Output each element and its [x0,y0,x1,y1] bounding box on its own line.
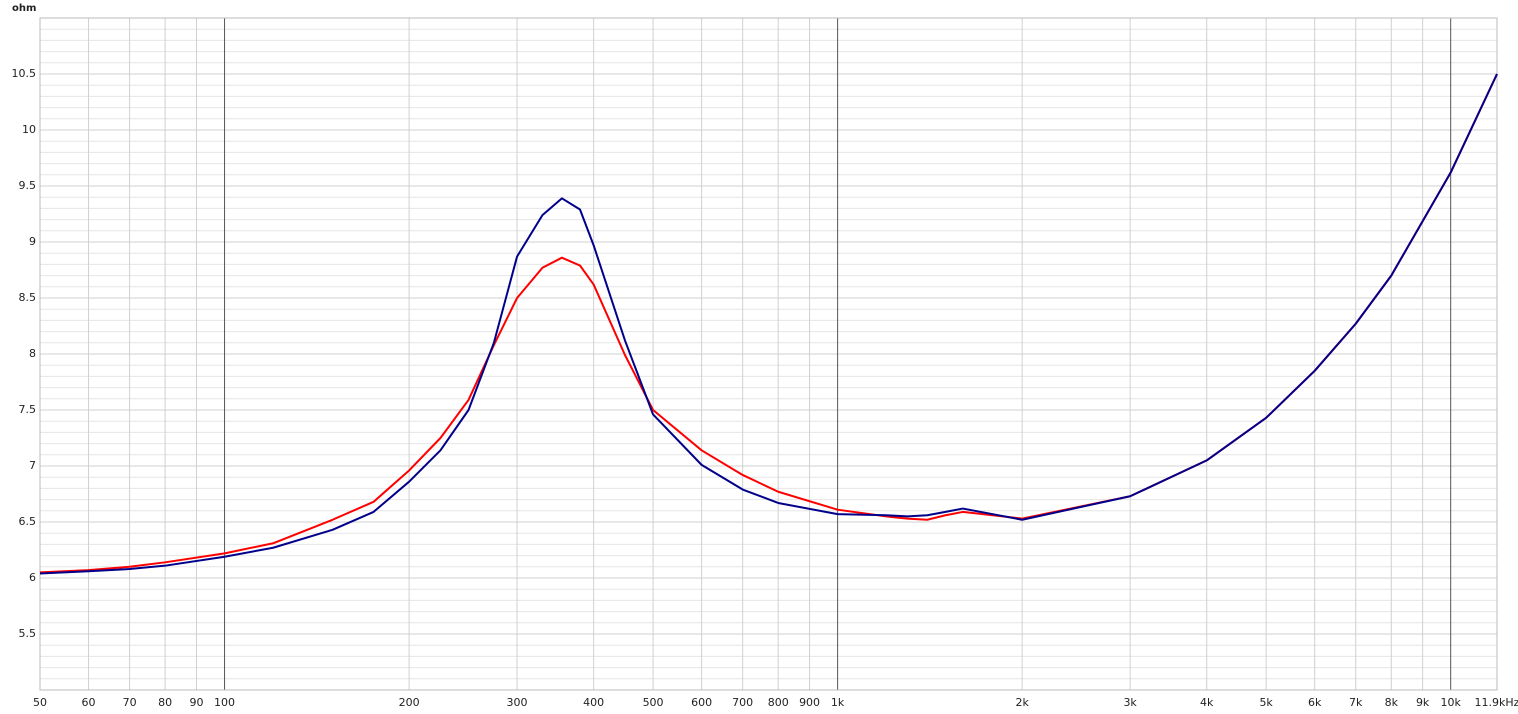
y-tick-label: 6.5 [19,515,37,528]
y-tick-label: 5.5 [19,627,37,640]
plot-frame [39,17,1498,691]
y-tick-label: 10.5 [12,67,37,80]
x-tick-label: 4k [1200,696,1214,709]
y-tick-label: 6 [29,571,36,584]
x-tick-label: 5k [1259,696,1273,709]
y-tick-label: 9 [29,235,36,248]
y-tick-label: 7.5 [19,403,37,416]
x-tick-label: 6k [1308,696,1322,709]
x-tick-label: 90 [189,696,203,709]
y-axis-label: ohm [12,3,36,14]
x-tick-label: 200 [399,696,420,709]
x-tick-label: 9k [1416,696,1430,709]
x-tick-label: 900 [799,696,820,709]
x-tick-label: 80 [158,696,172,709]
x-tick-label: 7k [1349,696,1363,709]
y-tick-label: 8.5 [19,291,37,304]
x-tick-label: 300 [507,696,528,709]
x-tick-label: 10k [1440,696,1461,709]
impedance-line [39,73,1498,575]
x-tick-label: 100 [214,696,235,709]
x-tick-label: 60 [82,696,96,709]
y-tick-label: 8 [29,347,36,360]
x-tick-label: 1k [831,696,845,709]
x-tick-label: 2k [1015,696,1029,709]
y-tick-label: 9.5 [19,179,37,192]
x-tick-label: 600 [691,696,712,709]
x-tick-label: 500 [643,696,664,709]
x-tick-label: 3k [1123,696,1137,709]
impedance-line [39,73,1498,574]
x-tick-label: 11.9kHz [1475,696,1518,709]
x-tick-label: 8k [1385,696,1399,709]
x-tick-label: 70 [123,696,137,709]
x-tick-label: 50 [33,696,47,709]
y-tick-label: 10 [22,123,36,136]
x-tick-label: 800 [768,696,789,709]
x-tick-label: 700 [732,696,753,709]
x-tick-label: 400 [583,696,604,709]
y-tick-label: 7 [29,459,36,472]
